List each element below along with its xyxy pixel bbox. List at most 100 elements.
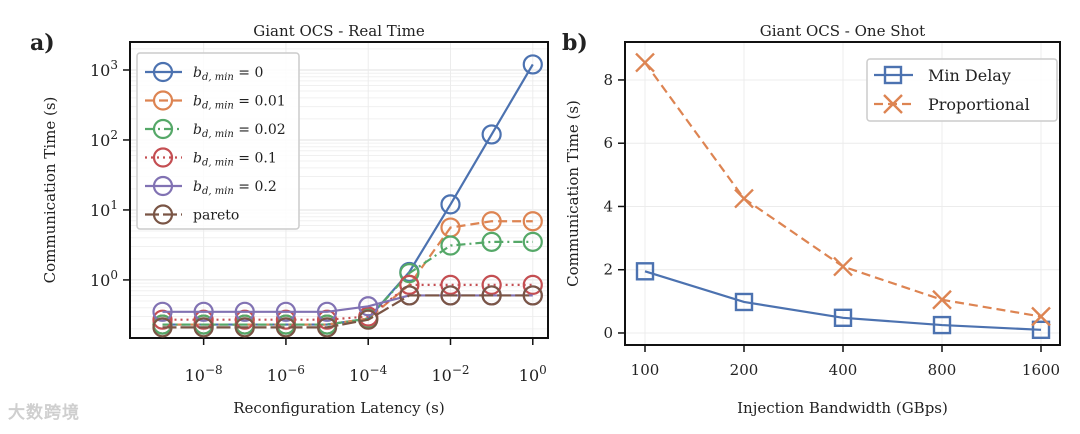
x-tick-label: 10−4 [349,363,387,385]
series-min-delay [635,262,1051,340]
x-marker [635,52,655,73]
panel-a-legend: bd, min = 0 bd, min = 0.01 bd, min = 0.02 b… [136,52,300,230]
series-5 [152,285,543,338]
legend-box [866,58,1058,122]
x-tick-label: 200 [730,361,759,379]
square-marker [734,292,754,312]
square-marker [1031,320,1051,340]
legend-label: bd, min = 0 [193,65,263,83]
square-marker [932,315,952,335]
y-tick-label: 0 [603,324,613,342]
y-tick-label: 103 [90,58,118,80]
series-line [644,270,1042,331]
y-tick-label: 2 [603,261,613,279]
panel-b-ylabel: Communication Time (s) [564,100,582,287]
legend-marker [152,175,174,197]
legend-marker [152,147,174,168]
panel-a-title: Giant OCS - Real Time [253,22,425,40]
data-point [193,301,214,322]
x-marker [932,289,952,310]
data-point [234,309,255,330]
x-tick-label: 1600 [1022,361,1060,379]
series-line [162,283,533,321]
watermark: 大数跨境 [8,403,80,423]
square-marker [635,262,655,281]
data-point [399,285,420,306]
data-point [440,274,461,295]
panel-a-label: a) [30,30,55,56]
data-point [440,285,461,306]
panel-b-xlabel: Injection Bandwidth (GBps) [737,399,948,417]
data-point [358,296,379,317]
data-point [522,211,543,232]
data-point [193,317,214,338]
data-point [152,317,173,338]
panel-a-ylabel: Communication Time (s) [41,97,59,284]
x-tick-label: 10−6 [267,363,305,385]
data-point [358,309,379,330]
data-point [399,263,420,284]
data-point [522,231,543,252]
data-point [152,309,173,330]
legend-label: Proportional [928,95,1030,114]
x-tick-label: 100 [519,363,547,385]
legend-label: pareto [193,208,239,224]
data-point [316,309,338,330]
data-point [234,317,255,338]
panel-b-title: Giant OCS - One Shot [760,22,925,40]
legend-marker [152,90,174,111]
x-tick-label: 800 [928,361,957,379]
legend-marker [152,118,174,140]
series-line [162,240,533,326]
y-tick-label: 100 [90,268,118,290]
data-point [522,274,543,295]
legend-label: Min Delay [928,66,1011,85]
panel-b-legend: Min Delay Proportional [866,58,1058,122]
data-point [481,231,502,252]
legend-label: bd, min = 0.01 [193,94,286,112]
data-point [440,235,461,256]
legend-label: bd, min = 0.1 [193,151,277,169]
data-point [440,194,461,215]
panel-a-frame [129,41,549,339]
y-tick-label: 101 [90,198,118,220]
x-marker [883,94,903,114]
legend-label: bd, min = 0.02 [193,122,286,140]
data-point [275,301,297,322]
data-point [399,274,420,295]
legend-marker [152,61,174,83]
data-point [275,317,297,338]
data-point [152,301,173,322]
data-point [275,309,297,330]
y-tick-label: 6 [603,134,613,152]
data-point [193,309,214,330]
x-marker [734,188,754,209]
data-point [481,124,502,145]
x-tick-label: 400 [829,361,858,379]
y-tick-label: 4 [603,197,613,215]
data-point [234,301,255,322]
data-point [316,301,338,322]
series-proportional [635,52,1051,327]
data-point [316,317,338,338]
data-point [481,285,502,306]
y-tick-label: 102 [90,128,118,150]
y-tick-label: 8 [603,71,613,89]
panel-b-label: b) [562,30,588,56]
data-point [522,285,543,306]
series-line [162,294,533,313]
data-point [481,274,502,295]
series-line [162,294,533,329]
panel-a-xlabel: Reconfiguration Latency (s) [233,399,444,417]
x-tick-label: 100 [631,361,660,379]
square-marker [883,65,903,85]
x-tick-label: 10−8 [185,363,223,385]
data-point [522,54,543,75]
x-marker [833,256,853,277]
square-marker [833,308,853,327]
x-marker [1031,306,1051,327]
legend-marker [152,204,174,225]
data-point [481,211,502,232]
